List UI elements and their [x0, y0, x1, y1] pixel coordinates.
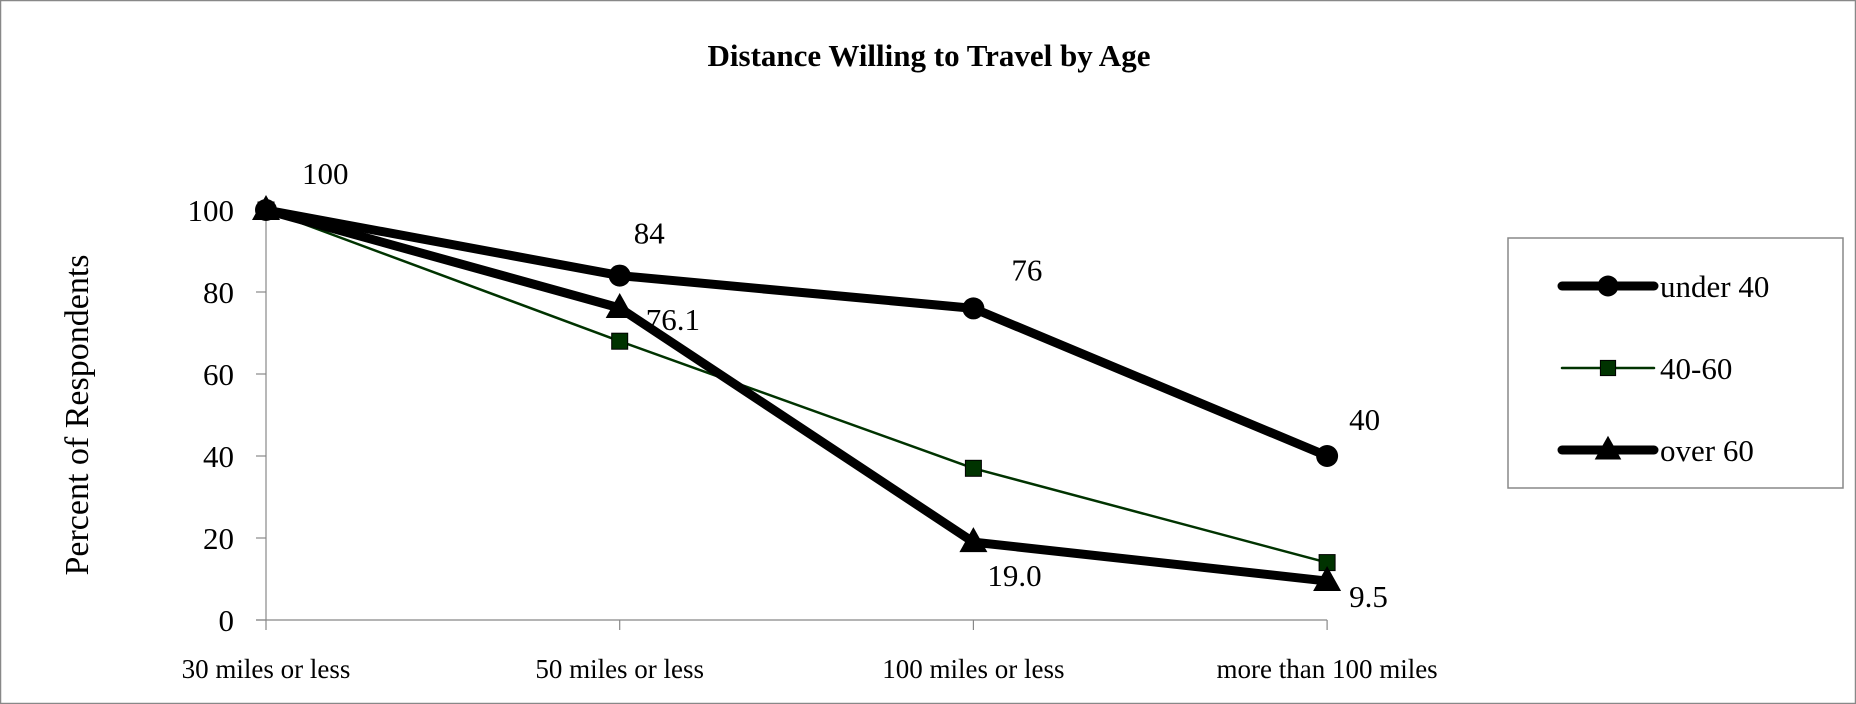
x-tick-label: more than 100 miles: [1216, 654, 1437, 684]
y-tick-label: 0: [219, 603, 235, 638]
triangle-marker: [959, 527, 988, 553]
x-tick-label: 100 miles or less: [882, 654, 1064, 684]
legend-item-over-60: over 60: [1557, 433, 1754, 468]
data-label: 40: [1349, 402, 1380, 437]
data-label: 76: [1011, 252, 1042, 287]
data-label: 9.5: [1349, 579, 1388, 614]
data-label: 19.0: [987, 558, 1041, 593]
y-tick-label: 20: [203, 521, 234, 556]
triangle-marker: [605, 292, 634, 318]
y-axis-label: Percent of Respondents: [59, 254, 96, 575]
data-label: 76.1: [646, 302, 700, 337]
circle-marker: [962, 297, 985, 320]
triangle-marker: [1313, 566, 1342, 592]
chart-title: Distance Willing to Travel by Age: [708, 38, 1151, 73]
y-tick-label: 80: [203, 275, 234, 310]
circle-marker: [1316, 445, 1339, 467]
circle-marker: [608, 264, 631, 287]
legend-label: 40-60: [1660, 351, 1732, 386]
legend-label: over 60: [1660, 433, 1754, 468]
triangle-marker: [1594, 435, 1622, 460]
y-tick-label: 100: [188, 193, 235, 228]
series-under-40: [255, 199, 1339, 467]
y-tick-label: 60: [203, 357, 234, 392]
legend-item-40-60: 40-60: [1560, 351, 1732, 386]
square-marker: [1599, 359, 1617, 377]
series-line: [264, 205, 1328, 586]
series-line: [265, 205, 1329, 461]
y-tick-label: 40: [203, 439, 234, 474]
series-line: [265, 208, 1328, 564]
circle-marker: [1597, 275, 1619, 297]
circle-marker: [255, 199, 277, 221]
legend-label: under 40: [1660, 269, 1769, 304]
square-marker: [611, 332, 629, 350]
legend: under 40 40-60 over 60: [1507, 237, 1844, 489]
x-tick-label: 30 miles or less: [182, 654, 351, 684]
data-label: 100: [302, 156, 349, 191]
legend-item-under-40: under 40: [1557, 269, 1769, 304]
data-label: 84: [634, 216, 666, 251]
x-tick-label: 50 miles or less: [535, 654, 704, 684]
square-marker: [964, 459, 982, 477]
